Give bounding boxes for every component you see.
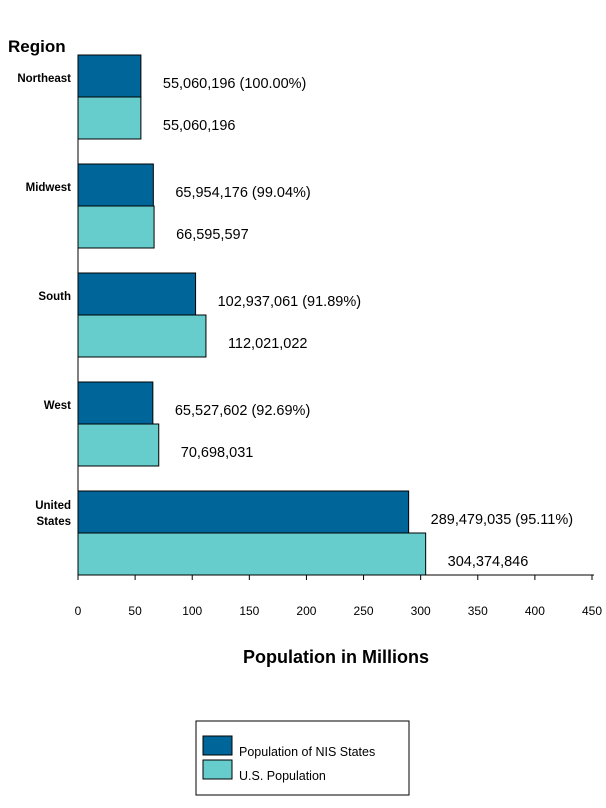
- data-label: 66,595,597: [176, 227, 249, 243]
- data-label: 70,698,031: [181, 445, 254, 461]
- x-tick-label: 0: [75, 604, 82, 618]
- category-label: United: [35, 500, 71, 512]
- bar-us: [77, 314, 207, 358]
- category-label: States: [36, 516, 71, 528]
- data-label: 102,937,061 (91.89%): [218, 294, 362, 310]
- legend-swatch-nis: [202, 735, 233, 756]
- category-label: West: [44, 400, 71, 412]
- bar-nis: [77, 381, 154, 425]
- data-label: 289,479,035 (95.11%): [431, 512, 573, 528]
- x-tick-label: 400: [525, 604, 545, 618]
- data-label: 55,060,196: [163, 118, 236, 134]
- legend-box: [195, 720, 410, 796]
- data-label: 55,060,196 (100.00%): [163, 76, 307, 92]
- data-label: 65,527,602 (92.69%): [175, 403, 310, 419]
- x-tick-label: 150: [239, 604, 259, 618]
- category-label: Northeast: [17, 73, 71, 85]
- data-label: 112,021,022: [228, 336, 308, 352]
- x-tick-label: 50: [128, 604, 142, 618]
- legend-label-nis: Population of NIS States: [239, 745, 375, 759]
- data-label: 65,954,176 (99.04%): [175, 185, 310, 201]
- bar-nis: [77, 163, 154, 207]
- y-axis-title: Region: [8, 37, 66, 56]
- data-label: 304,374,846: [448, 554, 529, 570]
- legend: Population of NIS States U.S. Population: [195, 720, 410, 796]
- x-tick-label: 200: [296, 604, 316, 618]
- x-axis-title: Population in Millions: [243, 647, 429, 667]
- category-label: South: [38, 291, 71, 303]
- bar-nis: [77, 490, 410, 534]
- x-tick-label: 100: [182, 604, 202, 618]
- bar-us: [77, 205, 155, 249]
- x-tick-label: 350: [468, 604, 488, 618]
- bar-us: [77, 532, 427, 576]
- bar-nis: [77, 272, 197, 316]
- bar-us: [77, 96, 142, 140]
- x-tick-label: 300: [411, 604, 431, 618]
- bar-us: [77, 423, 160, 467]
- legend-swatch-us: [202, 759, 233, 780]
- x-tick-label: 250: [354, 604, 374, 618]
- legend-label-us: U.S. Population: [239, 769, 326, 783]
- category-label: Midwest: [26, 182, 72, 194]
- bar-nis: [77, 54, 142, 98]
- x-tick-label: 450: [582, 604, 602, 618]
